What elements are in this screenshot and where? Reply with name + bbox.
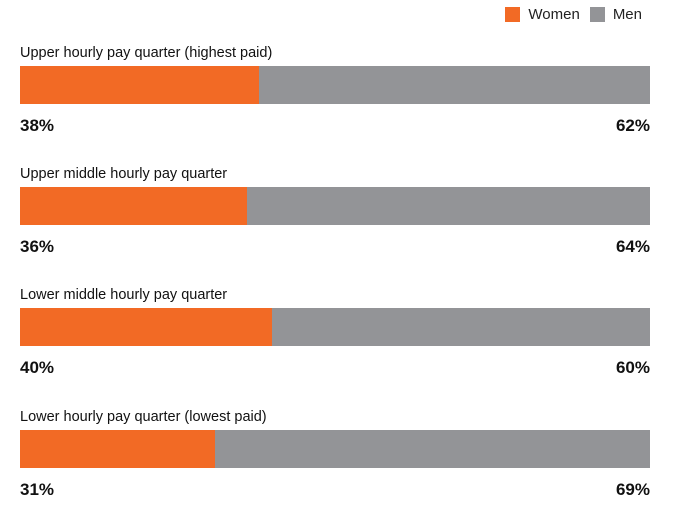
legend-swatch-men [589,7,605,22]
men-percent-label: 64% [615,237,650,256]
men-percent-label: 62% [615,116,650,135]
bar-track [20,308,650,346]
legend-swatch-women [505,7,521,22]
bar-track [20,187,650,225]
quarter-label: Lower hourly pay quarter (lowest paid) [20,409,267,425]
quarter-label: Upper middle hourly pay quarter [20,166,228,182]
bar-women [20,308,272,346]
quarter-label: Lower middle hourly pay quarter [20,287,228,303]
bar-track [20,430,650,468]
bar-men [272,308,650,346]
bar-track [20,66,650,104]
quarter-row-upper-middle: Upper middle hourly pay quarter 36% 64% [20,166,650,276]
bar-women [20,66,260,104]
women-percent-label: 38% [20,116,55,135]
legend-label-men: Men [612,6,642,23]
men-percent-label: 69% [615,480,650,499]
women-percent-label: 40% [20,358,55,377]
chart-legend: Women Men [505,6,642,23]
women-percent-label: 36% [20,237,55,256]
bar-women [20,187,247,225]
quarter-row-upper: Upper hourly pay quarter (highest paid) … [20,45,650,155]
women-percent-label: 31% [20,480,55,499]
quarter-row-lower: Lower hourly pay quarter (lowest paid) 3… [20,409,650,519]
quarter-row-lower-middle: Lower middle hourly pay quarter 40% 60% [20,287,650,397]
men-percent-label: 60% [615,358,650,377]
legend-item-women: Women [505,6,580,23]
bar-men [246,187,650,225]
legend-item-men: Men [589,6,642,23]
legend-label-women: Women [528,6,580,23]
bar-men [259,66,650,104]
bar-men [215,430,650,468]
bar-women [20,430,216,468]
quarter-label: Upper hourly pay quarter (highest paid) [20,45,273,61]
